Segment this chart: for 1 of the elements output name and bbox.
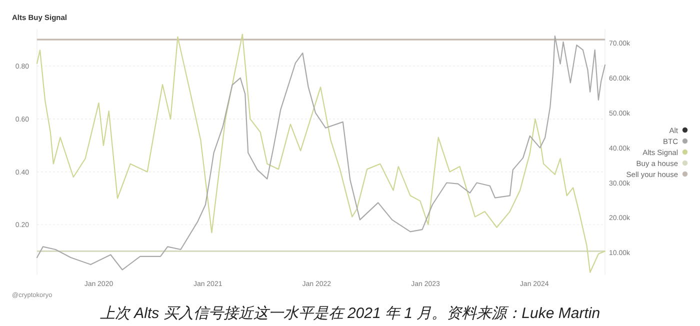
text: 上次 Alts 买入信号接近这一水平是在 2021 年 1 月。资料来源：Luke Martin [100,305,600,322]
